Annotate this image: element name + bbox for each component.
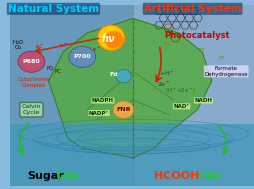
FancyBboxPatch shape [133,5,254,187]
Text: e$^-$: e$^-$ [35,44,43,51]
Text: P700: P700 [73,54,91,59]
Text: +H$^+$: +H$^+$ [158,69,174,78]
Text: Calvin
Cycle: Calvin Cycle [22,104,41,115]
FancyBboxPatch shape [10,5,133,187]
Text: NADPH: NADPH [91,98,113,103]
Text: Sugar: Sugar [27,171,64,181]
Ellipse shape [104,31,123,48]
Text: HCOOH: HCOOH [154,171,199,181]
Text: Photocatalyst: Photocatalyst [164,31,229,40]
Text: Formate
Dehydrogenase: Formate Dehydrogenase [204,66,247,77]
Text: Natural System: Natural System [8,4,99,14]
Text: NADP⁺: NADP⁺ [89,111,109,115]
Text: Fd: Fd [109,72,118,77]
Text: Artificial System: Artificial System [143,4,241,14]
Text: PC: PC [55,69,61,74]
Text: PQ: PQ [47,65,54,70]
Text: H$_2$O: H$_2$O [12,38,24,47]
Text: e$^-$: e$^-$ [92,46,101,54]
Ellipse shape [115,69,131,83]
FancyBboxPatch shape [10,124,254,187]
Text: CO₂: CO₂ [56,171,78,181]
Text: NAD⁺: NAD⁺ [173,104,189,109]
Text: ET: ET [217,56,224,61]
Text: CO₂: CO₂ [198,171,220,181]
Text: P680: P680 [23,59,40,64]
Ellipse shape [97,25,124,50]
Ellipse shape [69,46,95,67]
Ellipse shape [113,101,134,118]
Text: ET: ET [163,42,169,47]
Text: O$_2$: O$_2$ [14,43,22,52]
Polygon shape [49,19,211,158]
Text: NADH: NADH [194,98,212,103]
Text: e$^-$: e$^-$ [58,42,67,50]
Text: (H$^+$+2e$^-$): (H$^+$+2e$^-$) [165,87,196,96]
Text: hν: hν [101,34,115,44]
Ellipse shape [18,51,45,72]
Text: 2e$^-$: 2e$^-$ [156,80,170,88]
Text: FNR: FNR [116,107,130,112]
Text: Cytochrome
Complex: Cytochrome Complex [18,77,51,88]
Text: ET: ET [198,48,205,53]
